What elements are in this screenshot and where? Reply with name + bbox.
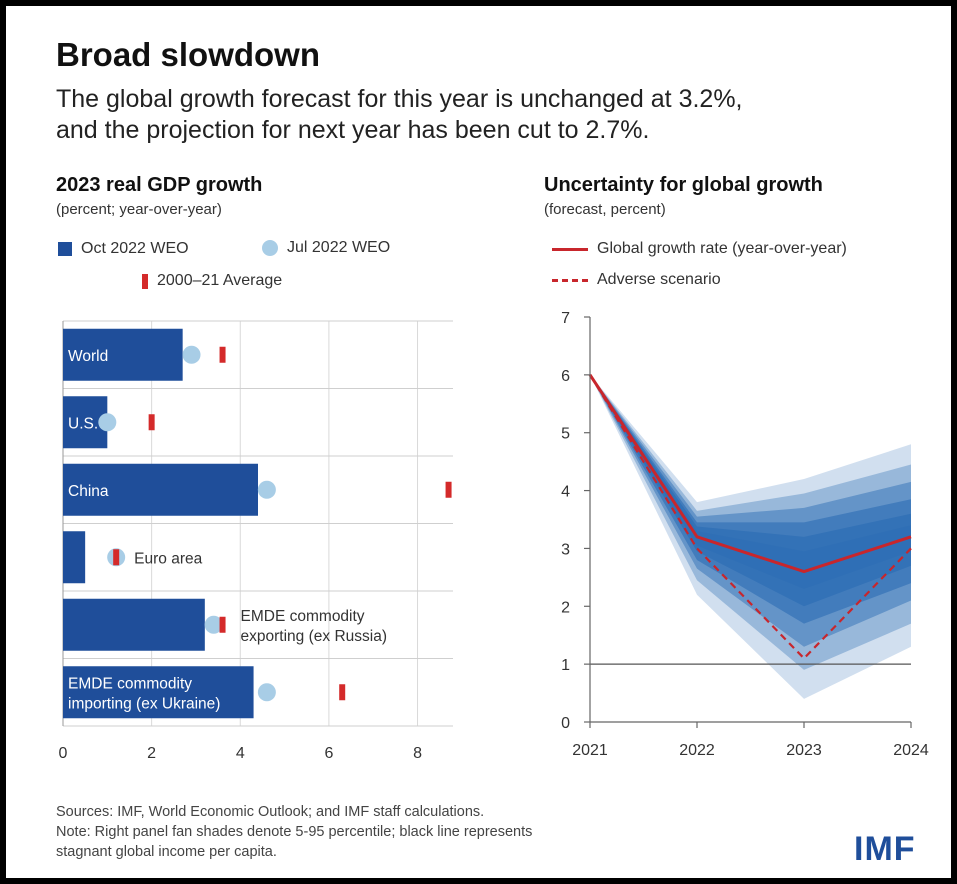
right-panel-title: Uncertainty for global growth <box>544 174 823 196</box>
x-tick-label: 4 <box>236 745 245 762</box>
chart-footnote: Sources: IMF, World Economic Outlook; an… <box>56 802 532 862</box>
dot-jul-2022 <box>257 480 276 499</box>
bar-oct-2022 <box>63 463 258 516</box>
page-title: Broad slowdown <box>56 36 320 73</box>
x-tick-label: 6 <box>324 745 333 762</box>
legend-dashed-line-swatch <box>552 278 588 282</box>
category-label: U.S. <box>68 415 98 432</box>
category-label: World <box>68 348 108 365</box>
dot-jul-2022 <box>257 683 276 702</box>
imf-logo: IMF <box>854 830 916 868</box>
legend-bar-swatch <box>58 242 72 256</box>
dot-jul-2022 <box>182 345 201 364</box>
legend-oct-2022: Oct 2022 WEO <box>58 240 189 258</box>
tick-average <box>219 616 226 633</box>
legend-oct-label: Oct 2022 WEO <box>81 240 189 257</box>
legend-adverse: Adverse scenario <box>552 271 721 289</box>
tick-average <box>113 549 120 566</box>
footnote-note-cont: stagnant global income per capita. <box>56 844 277 860</box>
bar-oct-2022 <box>63 531 86 584</box>
tick-average <box>219 346 226 363</box>
legend-jul-label: Jul 2022 WEO <box>287 239 391 256</box>
chart-card: Broad slowdown The global growth forecas… <box>6 6 951 878</box>
left-panel-subtitle: (percent; year-over-year) <box>56 201 222 218</box>
page-subtitle: The global growth forecast for this year… <box>56 84 936 146</box>
legend-average: 2000–21 Average <box>142 272 282 290</box>
footnote-note: Note: Right panel fan shades denote 5-95… <box>56 824 533 840</box>
category-label: EMDE commodity <box>241 608 365 625</box>
tick-average <box>148 414 155 431</box>
x-tick-label: 8 <box>413 745 422 762</box>
dot-jul-2022 <box>98 413 117 432</box>
category-label: Euro area <box>134 550 202 567</box>
x-tick-label: 0 <box>59 745 68 762</box>
subtitle-line-2: and the projection for next year has bee… <box>56 116 650 144</box>
legend-tick-swatch <box>142 273 148 289</box>
legend-adverse-label: Adverse scenario <box>597 271 721 288</box>
right-panel-subtitle: (forecast, percent) <box>544 201 666 218</box>
tick-average <box>339 684 346 701</box>
dot-jul-2022 <box>204 615 223 634</box>
category-label: exporting (ex Russia) <box>241 628 387 645</box>
footnote-sources: Sources: IMF, World Economic Outlook; an… <box>56 804 485 820</box>
legend-growth-rate: Global growth rate (year-over-year) <box>552 240 847 258</box>
tick-average <box>445 481 452 498</box>
bar-oct-2022 <box>63 328 183 381</box>
bar-oct-2022 <box>63 598 205 651</box>
category-label: China <box>68 483 109 500</box>
legend-solid-line-swatch <box>552 247 588 251</box>
subtitle-line-1: The global growth forecast for this year… <box>56 85 743 113</box>
legend-dot-swatch <box>262 240 278 256</box>
legend-jul-2022: Jul 2022 WEO <box>262 239 390 257</box>
x-tick-label: 2 <box>147 745 156 762</box>
gdp-bar-chart: World U.S. China Euro area EMDE commodity exp… <box>59 320 453 762</box>
legend-avg-label: 2000–21 Average <box>157 272 283 289</box>
left-panel-title: 2023 real GDP growth <box>56 174 263 196</box>
legend-growth-label: Global growth rate (year-over-year) <box>597 240 847 257</box>
category-label: importing (ex Ukraine) <box>68 695 220 712</box>
bar-oct-2022 <box>63 666 254 719</box>
category-label: EMDE commodity <box>68 675 192 692</box>
